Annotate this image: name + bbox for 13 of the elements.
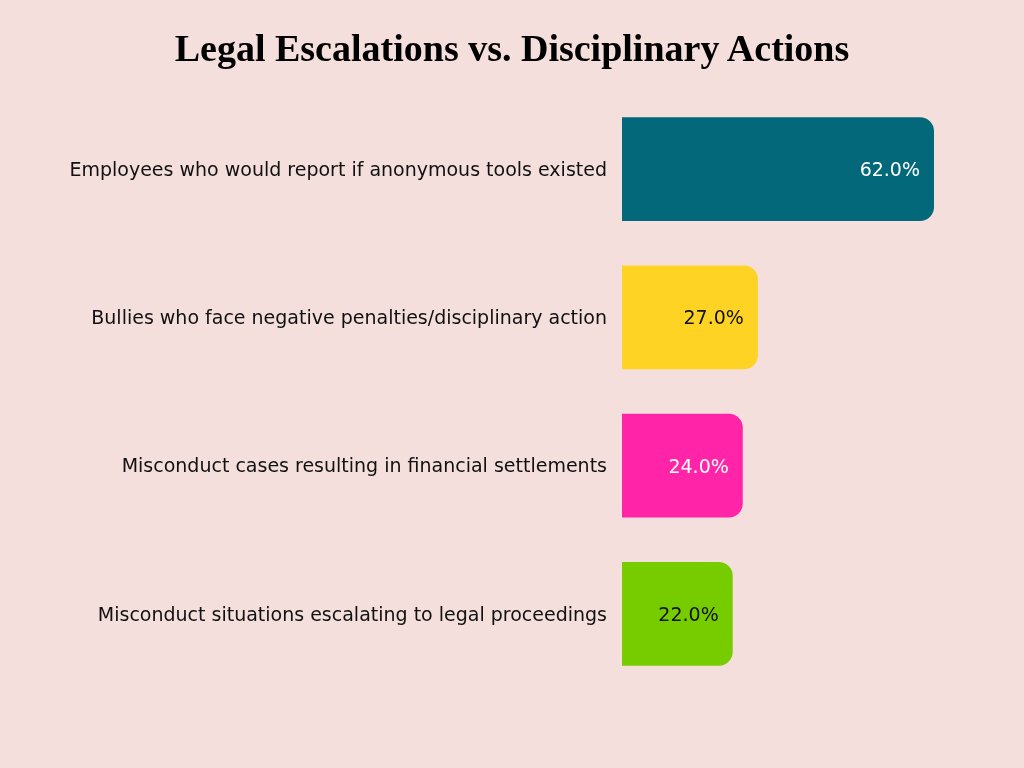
data-label: 27.0% — [683, 306, 744, 329]
y-tick-label: Bullies who face negative penalties/disciplinary action — [91, 306, 607, 329]
bar — [622, 413, 743, 518]
bar — [622, 265, 758, 370]
y-tick-label: Misconduct situations escalating to legal proceedings — [97, 602, 607, 625]
data-label: 22.0% — [658, 602, 719, 625]
bar — [622, 561, 733, 666]
chart-title: Legal Escalations vs. Disciplinary Actions — [174, 27, 850, 70]
data-label: 62.0% — [859, 158, 920, 181]
y-tick-label: Employees who would report if anonymous tools existed — [69, 157, 607, 180]
y-tick-label: Misconduct cases resulting in financial settlements — [121, 454, 607, 477]
data-label: 24.0% — [668, 454, 729, 477]
bar — [622, 117, 934, 222]
